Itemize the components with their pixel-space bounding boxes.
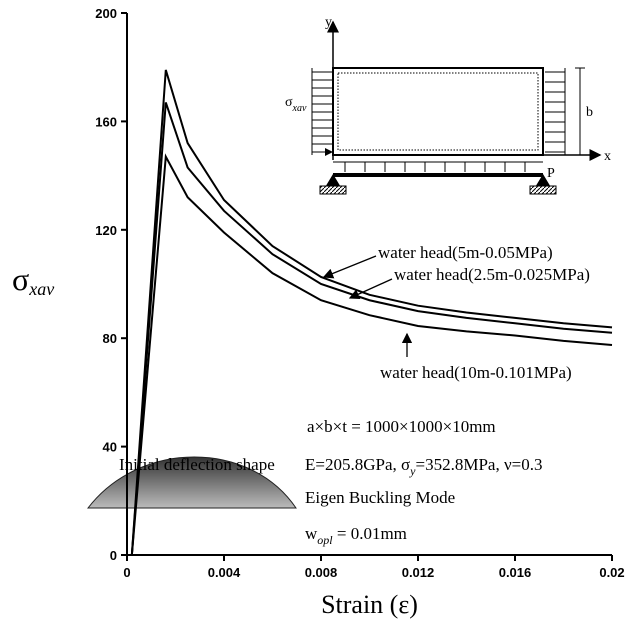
annotation-sub: opl [317, 533, 333, 547]
annotation-part: = 0.01mm [333, 524, 407, 543]
annotation: E=205.8GPa, σy=352.8MPa, ν=0.3 [305, 455, 542, 478]
inset-label-part: y [325, 15, 332, 30]
annotation: water head(5m-0.05MPa) [378, 243, 553, 262]
x-axis-label: Strain (ε) [321, 590, 418, 619]
annotation: a×b×t = 1000×1000×10mm [307, 417, 496, 436]
inset-label: y [325, 15, 332, 30]
y-axis-label: σxav [12, 261, 54, 299]
y-axis-label-sub: xav [28, 279, 54, 299]
x-tick-label: 0.02 [599, 565, 624, 580]
series-line [130, 69, 613, 556]
inset-label-part: b [586, 105, 593, 120]
y-tick-label: 40 [103, 440, 117, 455]
annotation: wopl = 0.01mm [305, 524, 407, 547]
annotation-part: Eigen Buckling Mode [305, 488, 455, 507]
series-line [130, 153, 613, 556]
inset-label-part: σ [285, 95, 293, 110]
annotation: water head(2.5m-0.025MPa) [394, 265, 590, 284]
series-line [130, 102, 613, 556]
inset-label: σxav [285, 95, 307, 114]
annotation-part: E=205.8GPa, σ [305, 455, 410, 474]
leader-arrows [322, 255, 413, 357]
annotation: water head(10m-0.101MPa) [380, 363, 572, 382]
x-tick-label: 0.008 [305, 565, 338, 580]
annotation-part: water head(2.5m-0.025MPa) [394, 265, 590, 284]
y-tick-label: 120 [95, 223, 117, 238]
x-tick-label: 0 [123, 565, 130, 580]
annotation-part: Initial deflection shape [119, 455, 275, 474]
x-tick-label: 0.016 [499, 565, 532, 580]
y-tick-label: 200 [95, 6, 117, 21]
annotation-part: water head(5m-0.05MPa) [378, 243, 553, 262]
inset-label-part: P [547, 166, 555, 181]
inset-label: x [604, 149, 611, 164]
inset-label: b [586, 105, 593, 120]
inset-label-sub: xav [292, 103, 307, 114]
annotation: Eigen Buckling Mode [305, 488, 455, 507]
inset-diagram [311, 20, 602, 195]
x-tick-label: 0.004 [208, 565, 241, 580]
annotation-part: =352.8MPa, ν=0.3 [416, 455, 543, 474]
y-tick-label: 80 [103, 331, 117, 346]
annotation-part: water head(10m-0.101MPa) [380, 363, 572, 382]
annotation: Initial deflection shape [119, 455, 275, 474]
y-axis-label-part: σ [12, 261, 29, 297]
annotation-part: w [305, 524, 318, 543]
annotation-part: a×b×t = 1000×1000×10mm [307, 417, 496, 436]
inset-label-part: x [604, 149, 611, 164]
x-tick-label: 0.012 [402, 565, 435, 580]
y-tick-label: 0 [110, 548, 117, 563]
annotation-sub: y [409, 464, 416, 478]
inset-label: P [547, 166, 555, 181]
y-tick-label: 160 [95, 114, 117, 129]
